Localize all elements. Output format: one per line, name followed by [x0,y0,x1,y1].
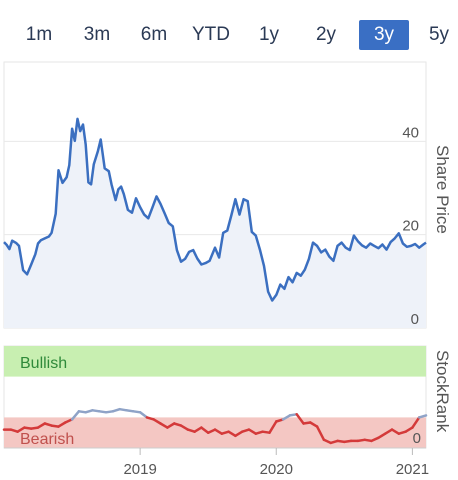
bullish-zone-label: Bullish [20,355,67,372]
stockrank-line-segment [383,428,394,435]
stockrank-line-segment [309,421,319,428]
stockrank-line-segment [159,422,169,429]
tab-ytd[interactable]: YTD [192,24,230,45]
price-axis-title: Share Price [433,145,452,234]
stockrank-line-segment [295,413,305,425]
stockrank-line-segment [152,418,162,425]
stockrank-line-segment [16,426,26,433]
price-area-fill [4,118,426,329]
tab-1m[interactable]: 1m [25,24,53,45]
stockrank-line-segment [404,426,414,433]
share-price-panel: 0 20 40 Share Price [3,61,452,329]
stockrank-line-segment [200,426,210,434]
stockrank-y-ticks: 0 [413,430,421,447]
stockrank-line-segment [281,414,292,421]
price-line [3,117,427,302]
x-tick-label: 2021 [396,461,429,478]
stockrank-y-tick-label: 0 [413,430,421,447]
stockrank-line-segment [370,436,380,443]
stockrank-line-segment [268,420,278,434]
stockrank-line-segment [70,410,81,421]
price-y-tick-label: 20 [402,218,419,235]
stockrank-line-segment [213,428,224,435]
stockrank-line-segment [234,430,244,438]
stockrank-line-segment [315,425,326,442]
stockrank-line-segment [36,422,47,429]
stockrank-line-segment [377,432,387,440]
stockrank-line-segment [57,421,67,428]
x-tick-label: 2019 [123,461,156,478]
price-y-ticks: 0 20 40 [402,124,419,328]
stockrank-line-segment [179,424,190,431]
stockrank-zone-bearish [4,417,426,448]
stockrank-line-segment [417,414,428,419]
x-tick-label: 2020 [260,461,293,478]
tab-3m[interactable]: 3m [83,24,111,45]
stockrank-line-segment [247,428,258,435]
stockrank-axis-title: StockRank [433,350,452,433]
x-axis: 2019 2020 2021 [4,447,429,478]
stockrank-zone-bullish [4,346,426,377]
stockrank-panel: Bullish Bearish 0 StockRank [2,345,452,449]
stockrank-line-segment [193,426,203,433]
tab-5y[interactable]: 5y [428,24,450,45]
tab-2y[interactable]: 2y [315,24,337,45]
stockrank-zones: Bullish [4,346,426,448]
range-selector: 1m 3m 6m YTD 1y 2y 3y 5y [0,0,458,62]
stockrank-line-segment [390,428,401,435]
stockrank-line-segment [227,430,237,438]
stockrank-line: Bearish [2,407,428,448]
stockrank-line-segment [411,416,421,429]
stockrank-line-segment [138,411,149,419]
price-y-tick-label: 40 [402,124,419,141]
bearish-zone-label: Bearish [20,431,74,448]
tab-3y[interactable]: 3y [359,20,409,50]
stockrank-line-segment [166,422,176,429]
tab-6m[interactable]: 6m [140,24,168,45]
price-y-tick-label: 0 [411,311,419,328]
tab-1y[interactable]: 1y [258,24,280,45]
